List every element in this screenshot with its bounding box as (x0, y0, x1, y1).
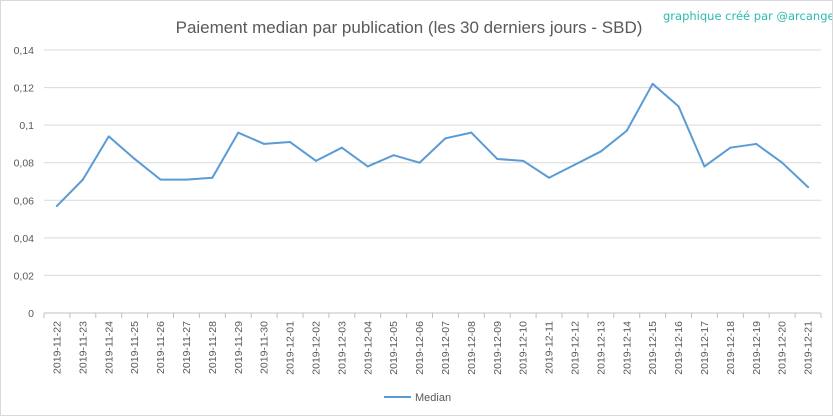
data-point (444, 137, 447, 140)
x-tick-label: 2019-12-11 (544, 321, 556, 374)
x-tick-label: 2019-12-09 (492, 321, 504, 375)
x-tick-label: 2019-12-08 (466, 321, 478, 375)
x-tick-label: 2019-11-24 (103, 321, 115, 374)
data-point (651, 82, 654, 85)
x-tick-label: 2019-11-25 (129, 321, 141, 374)
y-tick-label: 0 (28, 308, 34, 320)
data-point (781, 161, 784, 164)
x-tick-label: 2019-12-13 (595, 321, 607, 375)
x-tick-label: 2019-12-12 (569, 321, 581, 375)
x-tick-label: 2019-12-01 (285, 321, 297, 375)
y-tick-label: 0,04 (14, 233, 35, 245)
data-point (599, 150, 602, 153)
data-point (159, 178, 162, 181)
x-tick-label: 2019-12-19 (751, 321, 763, 375)
data-point (289, 141, 292, 144)
data-point (418, 161, 421, 164)
chart-title: Paiement median par publication (les 30 … (176, 18, 643, 37)
data-point (81, 178, 84, 181)
x-tick-label: 2019-12-02 (310, 321, 322, 375)
legend: Median (384, 392, 451, 404)
data-point (263, 142, 266, 145)
x-tick-label: 2019-12-17 (699, 321, 711, 375)
x-tick-label: 2019-11-23 (77, 321, 89, 374)
data-point (522, 159, 525, 162)
gridlines (44, 49, 821, 314)
y-tick-label: 0,14 (14, 45, 35, 57)
data-point (133, 157, 136, 160)
data-point (703, 165, 706, 168)
data-point (625, 129, 628, 132)
series-line-median (55, 82, 810, 207)
series-layer (55, 82, 810, 207)
legend-label-median: Median (415, 392, 451, 404)
x-tick-label: 2019-12-16 (673, 321, 685, 375)
x-tick-label: 2019-12-07 (440, 321, 452, 375)
data-point (185, 178, 188, 181)
data-point (366, 165, 369, 168)
x-axis-ticks: 2019-11-22 2019-11-23 2019-11-24 2019-11-25… (43, 313, 822, 375)
data-point (548, 176, 551, 179)
y-axis-ticks: 0 0,02 0,04 0,06 0,08 0,1 0,12 0,14 (14, 45, 35, 320)
data-point (55, 204, 58, 207)
x-tick-label: 2019-12-14 (621, 321, 633, 375)
y-tick-label: 0,12 (14, 83, 35, 95)
x-tick-label: 2019-11-30 (259, 321, 271, 374)
data-point (807, 186, 810, 189)
data-point (211, 176, 214, 179)
x-tick-label: 2019-11-27 (181, 321, 193, 374)
chart-credit: graphique créé par @arcange (663, 9, 832, 23)
data-point (496, 157, 499, 160)
x-tick-label: 2019-12-05 (388, 321, 400, 375)
y-tick-label: 0,02 (14, 270, 35, 282)
x-tick-label: 2019-12-10 (518, 321, 530, 375)
x-tick-label: 2019-12-18 (725, 321, 737, 375)
x-tick-label: 2019-12-20 (777, 321, 789, 375)
data-point (470, 131, 473, 134)
x-tick-label: 2019-11-22 (51, 321, 63, 374)
y-tick-label: 0,1 (19, 120, 34, 132)
data-point (677, 105, 680, 108)
x-tick-label: 2019-11-29 (233, 321, 245, 374)
data-point (314, 159, 317, 162)
data-point (107, 135, 110, 138)
data-point (340, 146, 343, 149)
data-point (237, 131, 240, 134)
x-tick-label: 2019-12-04 (362, 321, 374, 375)
y-tick-label: 0,06 (14, 195, 35, 207)
data-point (392, 154, 395, 157)
x-tick-label: 2019-12-03 (336, 321, 348, 375)
x-tick-label: 2019-12-15 (647, 321, 659, 375)
y-tick-label: 0,08 (14, 158, 35, 170)
data-point (573, 163, 576, 166)
data-point (729, 146, 732, 149)
x-tick-label: 2019-12-06 (414, 321, 426, 375)
data-point (755, 142, 758, 145)
x-tick-label: 2019-11-28 (207, 321, 219, 374)
x-tick-label: 2019-12-21 (803, 321, 815, 375)
x-tick-label: 2019-11-26 (155, 321, 167, 374)
